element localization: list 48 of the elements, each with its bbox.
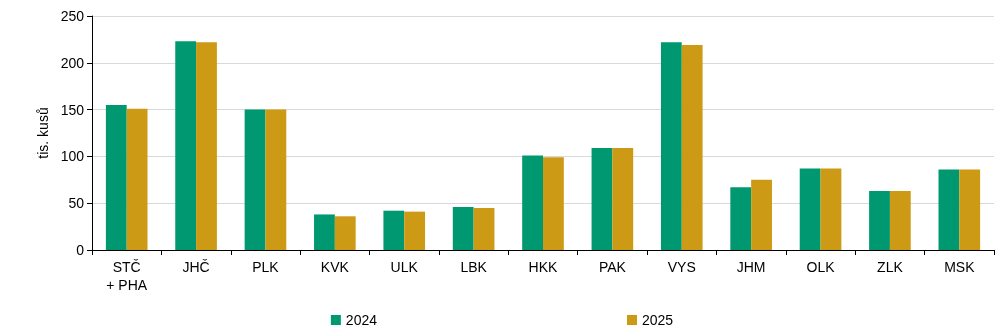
y-axis-title: tis. kusů: [34, 107, 51, 159]
bar: [126, 108, 148, 250]
y-tick-label: 250: [60, 8, 85, 24]
legend-label: 2025: [642, 312, 674, 328]
bar: [751, 179, 772, 250]
x-tick-label: KVK: [320, 259, 350, 275]
bar: [196, 42, 217, 250]
y-tick-label: 50: [68, 195, 85, 212]
bar: [383, 210, 405, 250]
bar: [175, 41, 197, 250]
bar: [959, 169, 981, 250]
bar: [522, 155, 543, 250]
bar: [869, 191, 890, 250]
bar: [244, 109, 266, 250]
x-tick-label: ULK: [390, 259, 419, 275]
bar: [404, 211, 426, 250]
x-tick-label: PLK: [252, 259, 280, 275]
x-tick-label: JHM: [736, 259, 766, 275]
bar: [820, 168, 842, 250]
bar: [314, 214, 335, 250]
bar: [799, 168, 821, 250]
bar: [938, 169, 960, 250]
y-tick-label: 100: [60, 148, 85, 165]
bar: [334, 216, 356, 250]
bar: [591, 147, 613, 250]
bar: [889, 191, 911, 250]
x-tick-label: JHČ: [182, 259, 210, 275]
bar: [452, 206, 474, 250]
y-tick-label: 150: [60, 101, 85, 118]
x-tick-label: LBK: [460, 259, 488, 275]
x-tick-label: MSK: [944, 259, 976, 275]
x-tick-label: STČ + PHA: [106, 259, 148, 293]
bar: [730, 187, 752, 250]
bar: [105, 104, 127, 250]
x-tick-label: VYS: [667, 259, 696, 275]
x-tick-label: HKK: [528, 259, 559, 275]
legend-label: 2024: [345, 312, 378, 328]
x-tick-label: PAK: [598, 259, 627, 275]
y-tick-label: 0: [76, 242, 85, 258]
bar: [473, 207, 495, 250]
bar: [265, 109, 287, 250]
x-tick-label: OLK: [806, 259, 836, 275]
bar: [681, 45, 703, 250]
y-tick-label: 200: [60, 54, 85, 71]
bar: [660, 42, 682, 250]
bar: [543, 157, 564, 250]
x-tick-label: ZLK: [877, 259, 904, 275]
bar: [612, 147, 634, 250]
